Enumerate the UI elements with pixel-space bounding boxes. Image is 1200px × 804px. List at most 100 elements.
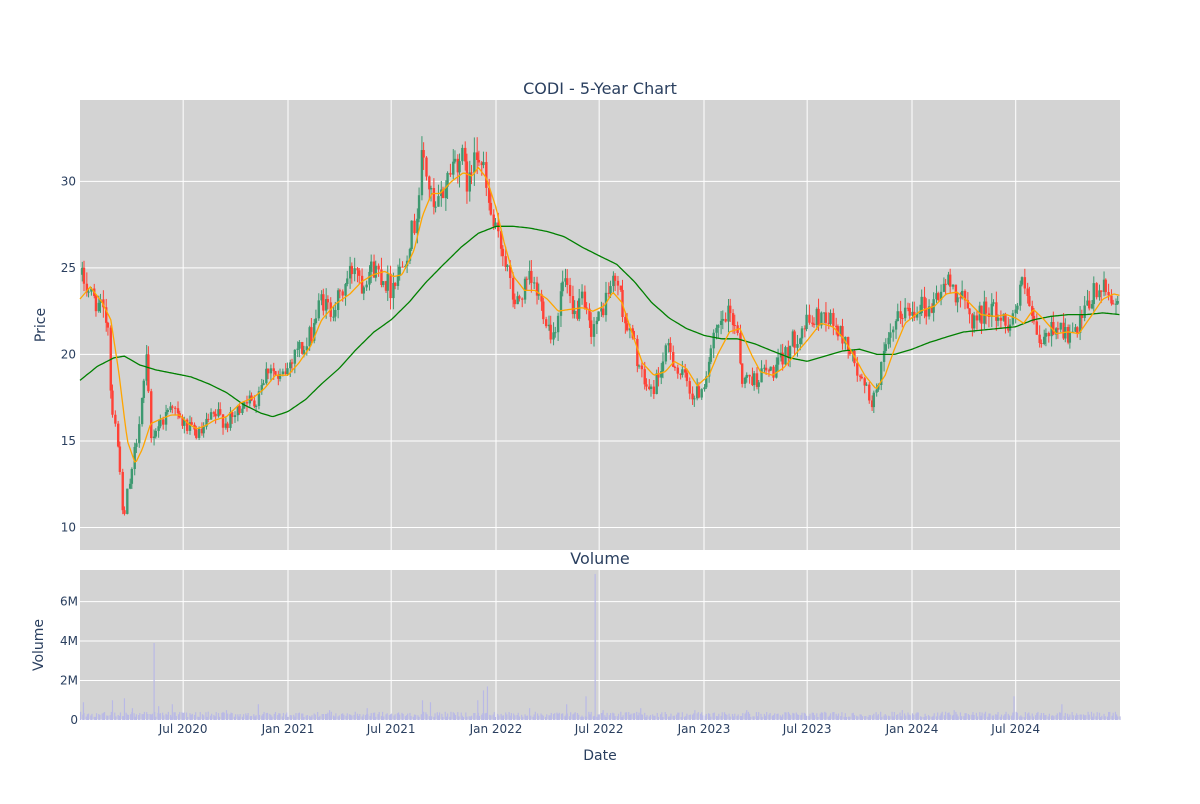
- x-tick-label: Jan 2023: [677, 722, 731, 736]
- candle-body: [667, 342, 670, 346]
- volume-bar: [306, 714, 308, 720]
- volume-bar: [372, 712, 375, 720]
- candle-body: [164, 412, 168, 425]
- candle-body: [90, 288, 93, 292]
- volume-bar: [686, 713, 688, 720]
- volume-bar: [997, 712, 999, 720]
- volume-bar: [590, 711, 592, 720]
- volume-plot-background[interactable]: [80, 570, 1120, 720]
- volume-bar: [797, 714, 800, 720]
- x-tick-label: Jul 2021: [366, 722, 416, 736]
- volume-bar: [812, 712, 815, 720]
- candle-body: [549, 324, 552, 340]
- candle-body: [126, 488, 129, 514]
- volume-bar: [446, 713, 449, 720]
- volume-bar: [911, 713, 914, 720]
- volume-bar: [777, 713, 779, 720]
- candle-body: [836, 326, 840, 337]
- candle-body: [324, 299, 328, 311]
- candle-body: [353, 268, 356, 275]
- candle-body: [162, 419, 165, 425]
- volume-bar: [217, 713, 220, 720]
- volume-bar: [366, 708, 368, 720]
- candle-body: [660, 371, 663, 378]
- candle-body: [254, 405, 258, 407]
- volume-bar: [964, 713, 966, 720]
- volume-bar: [318, 716, 320, 720]
- volume-bar: [845, 717, 848, 720]
- volume-bar: [497, 713, 499, 720]
- volume-bar: [493, 712, 495, 720]
- candle-body: [556, 315, 560, 333]
- volume-bar: [790, 715, 792, 720]
- candle-body: [535, 282, 539, 296]
- volume-bar: [338, 715, 340, 720]
- candle-body: [760, 368, 763, 383]
- volume-bar: [941, 711, 943, 720]
- volume-bar: [782, 714, 784, 720]
- candle-body: [959, 297, 962, 299]
- volume-bar: [127, 714, 130, 720]
- volume-bar: [436, 712, 438, 720]
- volume-bar: [191, 713, 193, 720]
- candle-body: [530, 270, 533, 283]
- volume-bar: [91, 713, 93, 720]
- volume-bar: [319, 715, 321, 720]
- volume-bar: [893, 712, 895, 720]
- volume-bar: [285, 714, 287, 720]
- candle-body: [740, 363, 744, 384]
- volume-bar: [1020, 715, 1022, 720]
- candle-body: [839, 326, 842, 337]
- volume-bar: [841, 712, 843, 720]
- candle-body: [858, 375, 862, 377]
- candle-body: [915, 313, 919, 318]
- volume-bar: [1058, 712, 1061, 720]
- candle-body: [499, 231, 503, 249]
- volume-bar: [174, 712, 176, 720]
- volume-bar: [277, 715, 279, 720]
- candle-body: [111, 390, 114, 415]
- candle-body: [763, 367, 766, 369]
- candle-body: [975, 315, 979, 321]
- volume-bar: [266, 712, 269, 720]
- volume-bar: [616, 716, 618, 720]
- volume-bar: [466, 716, 468, 720]
- candle-body: [717, 325, 720, 328]
- volume-bar: [530, 715, 532, 720]
- candle-body: [683, 369, 687, 373]
- volume-bar: [1051, 715, 1053, 720]
- candle-body: [344, 284, 347, 296]
- candle-body: [487, 187, 491, 203]
- candle-body: [1020, 277, 1024, 285]
- volume-bar: [872, 715, 874, 720]
- candle-body: [147, 354, 150, 392]
- volume-bar: [441, 713, 443, 720]
- volume-bar: [294, 716, 296, 720]
- volume-bar: [332, 715, 335, 720]
- candle-body: [346, 278, 349, 285]
- volume-bar: [821, 712, 824, 720]
- candle-body: [870, 400, 874, 408]
- volume-bar: [907, 712, 909, 720]
- candle-body: [171, 406, 174, 408]
- price-plot-background[interactable]: [80, 100, 1120, 550]
- candle-body: [972, 315, 976, 329]
- volume-y-tick-label: 4M: [60, 634, 78, 648]
- volume-bar: [739, 715, 742, 720]
- volume-bar: [980, 715, 982, 720]
- volume-bar: [995, 714, 997, 720]
- volume-bar: [1114, 711, 1117, 720]
- volume-bar: [710, 716, 712, 720]
- volume-bar: [142, 714, 144, 720]
- x-tick-label: Jan 2022: [469, 722, 523, 736]
- candle-body: [588, 308, 591, 321]
- volume-bar: [662, 716, 664, 720]
- volume-bar: [110, 711, 112, 720]
- volume-bar: [305, 715, 307, 720]
- volume-bar: [501, 715, 503, 720]
- volume-bar: [833, 712, 835, 720]
- volume-bar: [988, 713, 990, 720]
- candle-body: [105, 307, 108, 323]
- volume-bar: [165, 713, 167, 720]
- price-y-tick-label: 20: [61, 347, 76, 361]
